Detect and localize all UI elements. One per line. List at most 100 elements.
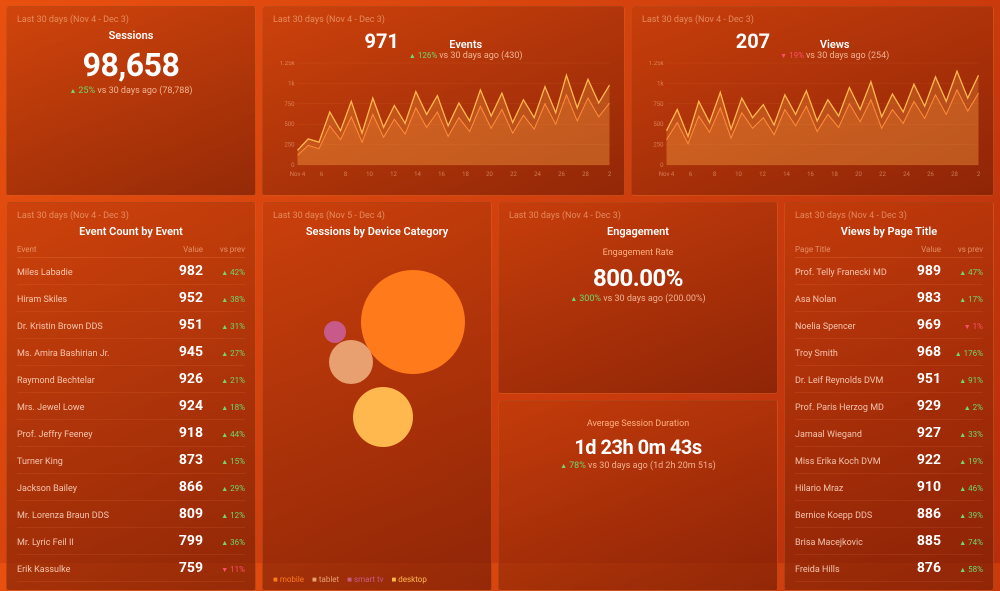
svg-text:2: 2 bbox=[977, 171, 981, 178]
col-vsprev: vs prev bbox=[941, 245, 983, 254]
legend-smart tv[interactable]: smart tv bbox=[347, 575, 383, 584]
metric-label: Engagement Rate bbox=[509, 248, 767, 258]
legend-desktop[interactable]: desktop bbox=[391, 575, 426, 584]
row-delta: 36% bbox=[203, 538, 245, 547]
svg-text:250: 250 bbox=[653, 142, 664, 149]
row-name: Asa Nolan bbox=[795, 295, 893, 305]
row-value: 951 bbox=[155, 317, 203, 333]
svg-text:6: 6 bbox=[689, 171, 693, 178]
legend: mobile tablet smart tv desktop bbox=[273, 575, 427, 584]
sessions-delta: 25% vs 30 days ago (78,788) bbox=[17, 86, 245, 96]
row-name: Freida Hills bbox=[795, 565, 893, 575]
period-label: Last 30 days (Nov 4 - Dec 3) bbox=[273, 15, 614, 25]
svg-text:6: 6 bbox=[320, 171, 324, 178]
table-row[interactable]: Mr. Lorenza Braun DDS80912% bbox=[17, 501, 245, 528]
engagement-rate-card: Last 30 days (Nov 4 - Dec 3) Engagement … bbox=[498, 202, 778, 394]
table-row[interactable]: Prof. Jeffry Feeney91844% bbox=[17, 420, 245, 447]
table-row[interactable]: Jamaal Wiegand92733% bbox=[795, 420, 983, 447]
svg-text:750: 750 bbox=[653, 101, 664, 108]
svg-text:750: 750 bbox=[284, 101, 295, 108]
bubble-chart bbox=[273, 242, 481, 472]
row-delta: 29% bbox=[203, 484, 245, 493]
views-title: Views bbox=[780, 38, 889, 51]
row-name: Erik Kassulke bbox=[17, 565, 155, 575]
table-row[interactable]: Brisa Macejkovic88574% bbox=[795, 528, 983, 555]
table-row[interactable]: Ms. Amira Bashirian Jr.94527% bbox=[17, 339, 245, 366]
row-value: 876 bbox=[893, 560, 941, 576]
row-name: Mr. Lyric Feil II bbox=[17, 538, 155, 548]
svg-text:26: 26 bbox=[558, 171, 565, 178]
table-row[interactable]: Miles Labadie98242% bbox=[17, 258, 245, 285]
duration-value: 1d 23h 0m 43s bbox=[509, 435, 767, 459]
svg-text:0: 0 bbox=[660, 162, 664, 169]
device-title: Sessions by Device Category bbox=[273, 225, 481, 238]
svg-text:22: 22 bbox=[879, 171, 886, 178]
row-value: 982 bbox=[155, 263, 203, 279]
row-delta: 91% bbox=[941, 376, 983, 385]
bubble-tablet[interactable] bbox=[329, 340, 373, 384]
table-row[interactable]: Freida Hills87658% bbox=[795, 555, 983, 582]
page-table-card: Last 30 days (Nov 4 - Dec 3) Views by Pa… bbox=[784, 202, 994, 591]
svg-text:8: 8 bbox=[344, 171, 348, 178]
table-row[interactable]: Dr. Leif Reynolds DVM95191% bbox=[795, 366, 983, 393]
compare-text: vs 30 days ago (78,788) bbox=[97, 86, 192, 96]
row-name: Prof. Jeffry Feeney bbox=[17, 430, 155, 440]
compare-text: vs 30 days ago (1d 2h 20m 51s) bbox=[588, 461, 716, 471]
row-delta: 27% bbox=[203, 349, 245, 358]
table-row[interactable]: Erik Kassulke75911% bbox=[17, 555, 245, 582]
views-value: 207 bbox=[736, 29, 770, 53]
table-row[interactable]: Turner King87315% bbox=[17, 447, 245, 474]
row-name: Ms. Amira Bashirian Jr. bbox=[17, 349, 155, 359]
compare-text: vs 30 days ago (430) bbox=[439, 51, 522, 61]
row-delta: 176% bbox=[941, 349, 983, 358]
table-row[interactable]: Prof. Paris Herzog MD9292% bbox=[795, 393, 983, 420]
row-name: Noelia Spencer bbox=[795, 322, 893, 332]
row-value: 885 bbox=[893, 533, 941, 549]
legend-mobile[interactable]: mobile bbox=[273, 575, 304, 584]
row-value: 926 bbox=[155, 371, 203, 387]
row-value: 922 bbox=[893, 452, 941, 468]
row-delta: 1% bbox=[941, 322, 983, 331]
row-value: 945 bbox=[155, 344, 203, 360]
row-value: 799 bbox=[155, 533, 203, 549]
table-row[interactable]: Asa Nolan98317% bbox=[795, 285, 983, 312]
row-name: Jackson Bailey bbox=[17, 484, 155, 494]
delta-value: 19% bbox=[780, 51, 804, 60]
table-row[interactable]: Mr. Lyric Feil II79936% bbox=[17, 528, 245, 555]
row-name: Mrs. Jewel Lowe bbox=[17, 403, 155, 413]
period-label: Last 30 days (Nov 4 - Dec 3) bbox=[795, 211, 983, 221]
svg-text:20: 20 bbox=[855, 171, 862, 178]
row-value: 951 bbox=[893, 371, 941, 387]
row-delta: 12% bbox=[203, 511, 245, 520]
table-row[interactable]: Noelia Spencer9691% bbox=[795, 312, 983, 339]
table-row[interactable]: Troy Smith968176% bbox=[795, 339, 983, 366]
table-row[interactable]: Hilario Mraz91046% bbox=[795, 474, 983, 501]
col-page: Page Title bbox=[795, 245, 893, 254]
rate-value: 800.00% bbox=[509, 264, 767, 292]
duration-card: Average Session Duration 1d 23h 0m 43s 7… bbox=[498, 400, 778, 591]
row-delta: 58% bbox=[941, 565, 983, 574]
table-row[interactable]: Dr. Kristin Brown DDS95131% bbox=[17, 312, 245, 339]
svg-text:1.25k: 1.25k bbox=[649, 61, 665, 67]
table-row[interactable]: Bernice Koepp DDS88639% bbox=[795, 501, 983, 528]
svg-text:Nov 4: Nov 4 bbox=[659, 171, 675, 178]
row-name: Jamaal Wiegand bbox=[795, 430, 893, 440]
table-row[interactable]: Raymond Bechtelar92621% bbox=[17, 366, 245, 393]
legend-tablet[interactable]: tablet bbox=[312, 575, 339, 584]
bubble-desktop[interactable] bbox=[353, 387, 413, 447]
svg-text:10: 10 bbox=[735, 171, 742, 178]
row-name: Miles Labadie bbox=[17, 268, 155, 278]
table-row[interactable]: Hiram Skiles95238% bbox=[17, 285, 245, 312]
row-delta: 33% bbox=[941, 430, 983, 439]
events-value: 971 bbox=[364, 29, 398, 53]
col-vsprev: vs prev bbox=[203, 245, 245, 254]
bubble-mobile[interactable] bbox=[361, 270, 465, 374]
table-header: Event Value vs prev bbox=[17, 242, 245, 258]
table-row[interactable]: Miss Erika Koch DVM92219% bbox=[795, 447, 983, 474]
table-row[interactable]: Mrs. Jewel Lowe92418% bbox=[17, 393, 245, 420]
row-value: 886 bbox=[893, 506, 941, 522]
table-row[interactable]: Prof. Telly Franecki MD98947% bbox=[795, 258, 983, 285]
bubble-smart tv[interactable] bbox=[324, 321, 346, 343]
delta-value: 300% bbox=[570, 294, 601, 304]
table-row[interactable]: Jackson Bailey86629% bbox=[17, 474, 245, 501]
